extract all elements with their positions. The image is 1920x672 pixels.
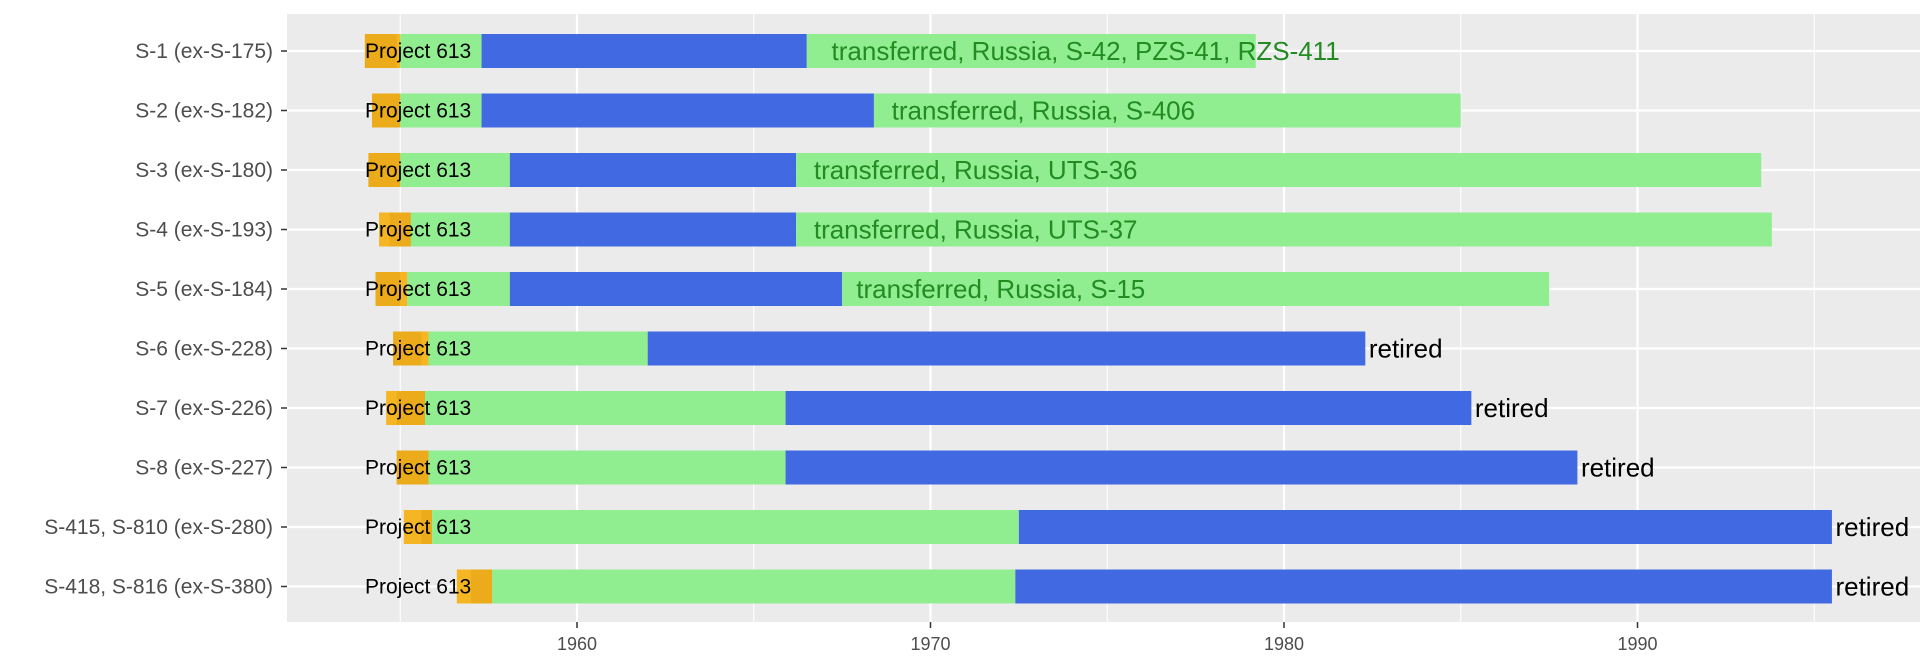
y-tick-label: S-3 (ex-S-180) xyxy=(135,159,273,182)
segment-blue xyxy=(785,450,1578,485)
build-label: Project 613 xyxy=(365,516,471,539)
segment-green xyxy=(842,272,1550,306)
segment-blue xyxy=(481,93,874,128)
segment-green xyxy=(400,34,482,68)
y-tick-label: S-415, S-810 (ex-S-280) xyxy=(44,516,273,539)
row-10: Project 613 retired xyxy=(365,569,1909,604)
row-6: Project 613 retired xyxy=(365,331,1443,366)
segment-green xyxy=(400,93,482,128)
row-9: Project 613 retired xyxy=(365,510,1909,544)
y-tick-label: S-2 (ex-S-182) xyxy=(135,100,273,123)
build-label: Project 613 xyxy=(365,159,471,182)
build-label: Project 613 xyxy=(365,40,471,63)
segment-blue xyxy=(509,272,843,306)
build-label: Project 613 xyxy=(365,278,471,301)
fate-label: retired xyxy=(1835,512,1909,542)
build-label: Project 613 xyxy=(365,219,471,242)
row-2: Project 613 transferred, Russia, S-406 xyxy=(365,93,1461,128)
construction-bar-dark xyxy=(393,331,422,366)
segment-green xyxy=(806,34,1256,68)
segment-green xyxy=(492,569,1016,604)
row-1: Project 613 transferred, Russia, S-42, PZ… xyxy=(364,34,1340,68)
segment-blue xyxy=(509,212,797,247)
segment-green xyxy=(432,510,1019,544)
row-4: Project 613 transferred, Russia, UTS-37 xyxy=(365,212,1772,247)
x-axis: 1960 1970 1980 1990 xyxy=(557,622,1658,654)
segment-green xyxy=(424,391,786,425)
construction-bar-dark xyxy=(364,34,397,68)
fate-label: retired xyxy=(1581,453,1655,483)
y-axis: S-1 (ex-S-175) S-2 (ex-S-182) S-3 (ex-S-18… xyxy=(44,40,287,599)
segment-blue xyxy=(785,391,1472,425)
construction-bar-dark xyxy=(375,272,401,306)
fate-label: transferred, Russia, S-406 xyxy=(892,96,1195,126)
segment-green xyxy=(400,153,510,187)
build-label: Project 613 xyxy=(365,338,471,361)
row-3: Project 613 transferred, Russia, UTS-36 xyxy=(365,153,1762,187)
y-tick-label: S-418, S-816 (ex-S-380) xyxy=(44,576,273,599)
build-label: Project 613 xyxy=(365,576,471,599)
construction-bar-dark xyxy=(470,569,493,604)
y-tick-label: S-1 (ex-S-175) xyxy=(135,40,273,63)
segment-blue xyxy=(1015,569,1832,604)
x-tick-label: 1960 xyxy=(557,634,597,654)
segment-green xyxy=(407,272,510,306)
y-tick-label: S-5 (ex-S-184) xyxy=(135,278,273,301)
row-8: Project 613 retired xyxy=(365,450,1655,485)
y-tick-label: S-4 (ex-S-193) xyxy=(135,219,273,242)
build-label: Project 613 xyxy=(365,457,471,480)
construction-bar-dark xyxy=(396,391,425,425)
fate-label: retired xyxy=(1835,572,1909,602)
segment-blue xyxy=(481,34,807,68)
fate-label: transferred, Russia, UTS-36 xyxy=(814,155,1138,185)
segment-blue xyxy=(509,153,797,187)
y-tick-label: S-6 (ex-S-228) xyxy=(135,338,273,361)
x-tick-label: 1990 xyxy=(1617,634,1657,654)
fate-label: retired xyxy=(1475,393,1549,423)
y-tick-label: S-7 (ex-S-226) xyxy=(135,397,273,420)
fate-label: transferred, Russia, S-15 xyxy=(856,274,1145,304)
construction-bar-dark xyxy=(421,510,433,544)
row-7: Project 613 retired xyxy=(365,391,1549,425)
segment-green xyxy=(410,212,510,247)
fate-label: transferred, Russia, UTS-37 xyxy=(814,215,1138,245)
construction-bar-dark xyxy=(396,450,429,485)
segment-green xyxy=(796,153,1762,187)
segment-green xyxy=(428,331,648,366)
x-tick-label: 1970 xyxy=(910,634,950,654)
segment-blue xyxy=(647,331,1366,366)
fate-label: transferred, Russia, S-42, PZS-41, RZS-4… xyxy=(832,36,1340,66)
construction-bar-dark xyxy=(389,212,411,247)
segment-green xyxy=(796,212,1772,247)
x-tick-label: 1980 xyxy=(1264,634,1304,654)
fate-label: retired xyxy=(1369,334,1443,364)
construction-bar-dark xyxy=(371,93,401,128)
y-tick-label: S-8 (ex-S-227) xyxy=(135,457,273,480)
segment-green xyxy=(873,93,1461,128)
build-label: Project 613 xyxy=(365,397,471,420)
row-5: Project 613 transferred, Russia, S-15 xyxy=(365,272,1550,306)
segment-blue xyxy=(1018,510,1832,544)
build-label: Project 613 xyxy=(365,100,471,123)
segment-green xyxy=(428,450,786,485)
construction-bar-dark xyxy=(368,153,401,187)
bars-layer: Project 613 transferred, Russia, S-42, PZ… xyxy=(364,34,1909,604)
